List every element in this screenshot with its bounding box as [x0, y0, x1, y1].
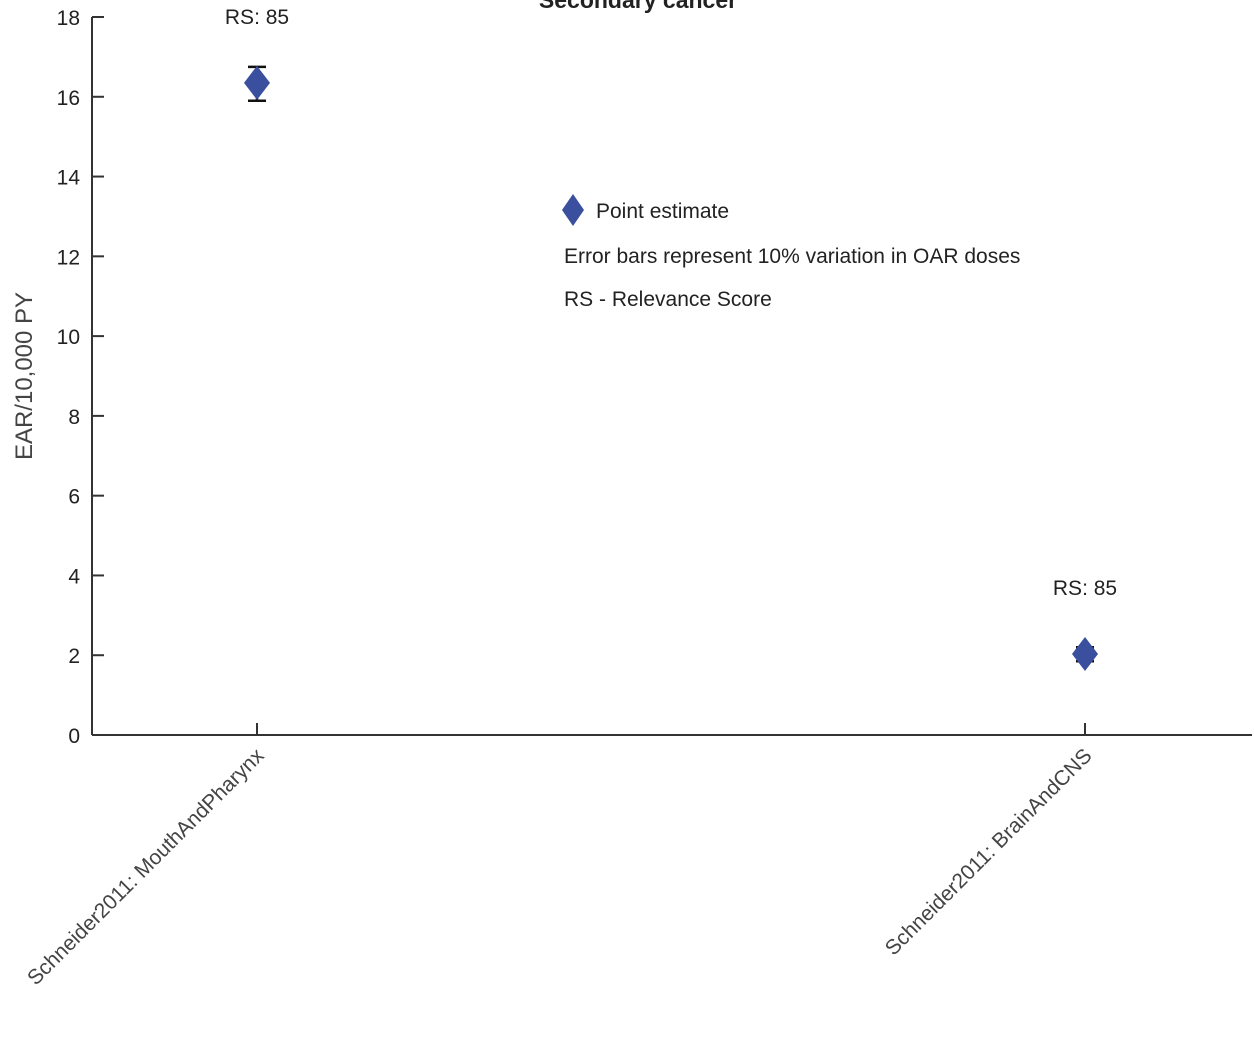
- point-annotation: RS: 85: [1053, 577, 1117, 600]
- axes: 0 2 4 6 8 10 12 14 16 18 Schneider2011: MouthAndPh…: [23, 7, 1252, 990]
- legend-entry-point-estimate: Point estimate: [596, 200, 729, 223]
- y-tick-label: 6: [68, 486, 80, 509]
- legend-note-relevance-score: RS - Relevance Score: [564, 288, 772, 311]
- y-tick-label: 8: [68, 406, 80, 429]
- x-tick-label: Schneider2011: BrainAndCNS: [881, 744, 1097, 960]
- y-tick-label: 18: [57, 7, 80, 30]
- x-tick-label: Schneider2011: MouthAndPharynx: [23, 744, 269, 990]
- legend-marker-icon: [562, 194, 584, 226]
- point-annotation: RS: 85: [225, 6, 289, 29]
- data-point-marker: [244, 65, 270, 100]
- legend-note-error-bars: Error bars represent 10% variation in OA…: [564, 245, 1020, 268]
- data-point-marker: [1072, 637, 1098, 672]
- y-tick-label: 10: [57, 326, 80, 349]
- legend: Point estimate Error bars represent 10% …: [562, 194, 1020, 311]
- chart-title: Secondary cancer: [539, 0, 737, 13]
- y-tick-label: 0: [68, 725, 80, 748]
- y-tick-label: 2: [68, 645, 80, 668]
- data-points: RS: 85 RS: 85: [225, 6, 1117, 672]
- y-tick-label: 4: [68, 565, 80, 588]
- y-tick-label: 14: [57, 167, 81, 190]
- y-tick-label: 12: [57, 246, 80, 269]
- y-axis-label: EAR/10,000 PY: [11, 292, 38, 460]
- y-tick-label: 16: [57, 87, 80, 110]
